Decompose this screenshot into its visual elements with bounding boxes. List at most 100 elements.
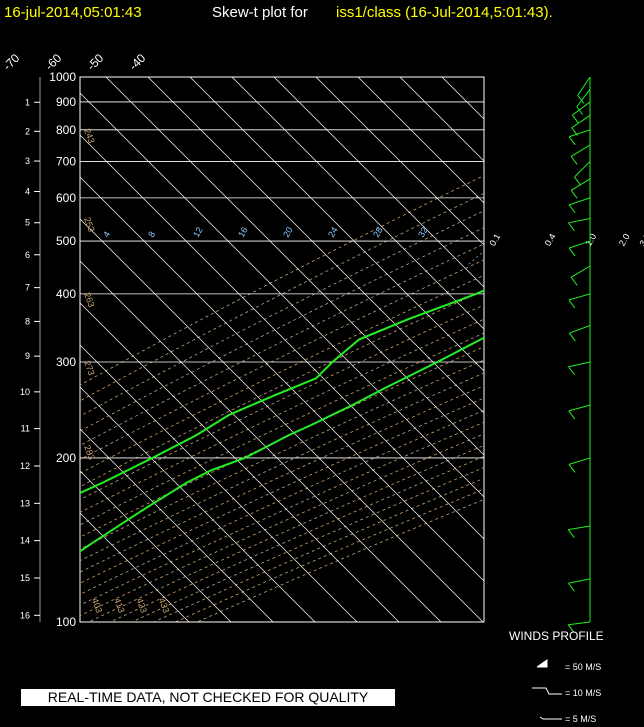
isotherm-line [231,77,484,330]
dry-adiabat-line [80,227,484,432]
height-tick-label: 5 [25,218,30,228]
mixing-ratio-upper-label: 16 [236,225,250,239]
isotherm-line [80,92,484,498]
wind-barb [577,76,591,96]
height-tick-label: 1 [25,97,30,107]
pressure-tick-label: 700 [56,154,76,168]
pressure-tick-label: 800 [56,123,76,137]
isotherm-line [483,77,484,78]
dry-adiabat-line [80,243,484,446]
height-tick-label: 8 [25,316,30,326]
height-tick-label: 11 [21,424,30,434]
mixing-ratio-upper-label: 8 [146,230,157,239]
temperature-top-label: -40 [126,51,148,73]
wind-barb [568,218,591,224]
wind-barb [570,178,591,191]
wind-barb [569,325,591,334]
height-tick-label: 2 [25,126,30,136]
dry-adiabat-line [153,477,484,622]
height-tick-label: 16 [20,610,30,620]
dry-adiabat-line [80,346,484,538]
height-tick-label: 3 [25,156,30,166]
height-tick-label: 13 [20,498,30,508]
dry-adiabat-line [80,359,484,550]
wind-barb-flag [570,277,578,286]
wind-barb [568,404,591,412]
mixing-ratio-label: 3.0 [638,232,644,248]
wind-barb-flag [568,582,575,592]
legend-half-barb-icon [539,716,562,720]
mixing-ratio-upper-label: 28 [371,225,385,239]
wind-barb-flag [568,410,576,420]
height-tick-label: 10 [20,387,30,397]
wind-barb-flag [568,247,576,257]
theta-label: 403 [90,597,105,615]
wind-legend-50: = 50 M/S [565,662,601,672]
height-tick-label: 15 [20,573,30,583]
theta-label: 433 [157,597,172,615]
wind-barb [570,265,591,278]
theta-label: 273 [82,359,97,377]
wind-barb [568,525,591,531]
isotherm-line [105,77,484,456]
plot-frame [79,76,485,623]
legend-barb-icon [532,687,562,695]
isotherm-line [80,344,358,622]
pressure-tick-label: 200 [56,451,76,465]
height-tick-label: 7 [25,283,30,293]
height-tick-label: 9 [25,351,30,361]
isotherm-line [80,386,316,622]
isotherm-line [441,77,484,120]
wind-barb-flag [568,136,576,146]
isotherm-line [80,134,484,540]
pressure-tick-label: 1000 [49,70,76,84]
mixing-ratio-upper-label: 24 [326,225,340,239]
mixing-ratio-upper-label: 20 [281,225,295,239]
mixing-ratio-upper-label: 4 [101,230,112,239]
winds-profile-label: WINDS PROFILE [509,629,604,643]
height-tick-label: 6 [25,250,30,260]
theta-label: 413 [112,597,127,615]
mixing-ratio-label: 0.1 [487,232,502,248]
plot-area [79,76,644,623]
wind-barb-flag [570,156,578,165]
theta-label: 263 [82,291,97,309]
pressure-tick-label: 600 [56,191,76,205]
pressure-tick-label: 300 [56,355,76,369]
pressure-tick-label: 900 [56,95,76,109]
dry-adiabat-line [80,210,484,417]
isotherm-line [399,77,484,162]
temperature-top-label: -50 [84,51,106,73]
dry-adiabat-line [109,456,484,622]
isotherm-line [568,77,644,622]
wind-barb-flag [570,189,578,199]
wind-barb-flag [577,95,585,104]
pressure-tick-label: 400 [56,287,76,301]
pressure-tick-label: 500 [56,234,76,248]
wind-barb-flag [568,299,576,309]
wind-barb-flag [576,106,584,116]
wind-barb-flag [569,332,576,342]
dry-adiabat-line [80,421,484,606]
wind-legend-5: = 5 M/S [565,714,596,724]
wind-barb [574,161,591,178]
wind-barb-flag [568,366,575,376]
wind-barb [568,361,591,368]
mixing-ratio-label: 1.0 [583,232,598,248]
isotherm-line [273,77,484,288]
wind-barb [568,293,591,301]
isotherm-line [526,77,644,622]
mixing-ratio-upper-label: 32 [416,225,430,239]
dewpoint-trace [80,289,484,495]
height-tick-label: 4 [25,187,30,197]
dry-adiabat-line [175,488,484,622]
dry-adiabat-line [80,409,484,595]
mixing-ratio-label: 0.4 [543,232,558,248]
theta-label: 243 [82,127,97,145]
wind-barb [568,197,591,206]
wind-barb [572,101,591,116]
wind-barb [571,115,591,129]
theta-label: 283 [82,444,97,462]
wind-barb-flag [567,624,575,634]
